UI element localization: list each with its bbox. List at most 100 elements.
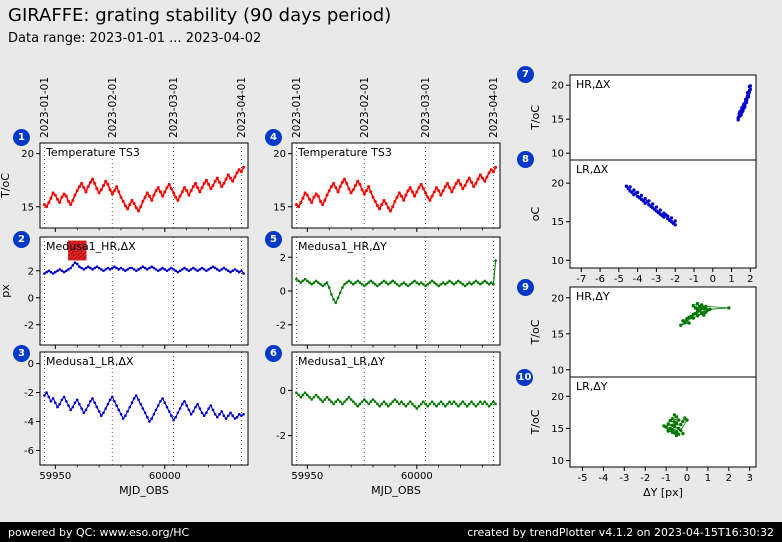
y-tick-label: -2	[24, 320, 34, 331]
x-tick-label: 2	[747, 274, 753, 285]
plot-label: HR,ΔX	[576, 78, 611, 91]
plot-badge-8: 8	[517, 151, 534, 168]
x-tick-label: -5	[614, 274, 624, 285]
y-axis-label: T/oC	[529, 105, 542, 131]
y-tick-label: 15	[273, 202, 286, 213]
plot-badge-6: 6	[265, 345, 282, 362]
plot-label: Temperature TS3	[297, 146, 392, 159]
y-tick-label: 15	[551, 217, 564, 228]
y-tick-label: 15	[551, 115, 564, 126]
date-label: 2023-01-01	[291, 77, 303, 138]
plot-label: LR,ΔY	[576, 380, 608, 393]
date-label: 2023-01-01	[39, 77, 51, 138]
x-tick-label: -1	[661, 473, 671, 484]
y-tick-label: 15	[21, 202, 34, 213]
chart-lr-dy: 0 -2 59950 60000 Medusa1_LR,ΔY MJD_OBS	[276, 351, 501, 497]
date-label: 2023-03-01	[168, 77, 180, 138]
plot-badge-9: 9	[517, 279, 534, 296]
date-range: Data range: 2023-01-01 ... 2023-04-02	[8, 31, 262, 46]
x-tick-label: 3	[747, 473, 753, 484]
x-tick-label: -6	[595, 274, 605, 285]
plot-badge-1: 1	[13, 129, 30, 146]
chart-temp-mid: 2023-01-01 2023-02-01 2023-03-01 2023-04-01…	[273, 77, 501, 232]
x-tick-label: -3	[651, 274, 661, 285]
y-tick-label: -2	[276, 431, 286, 442]
x-tick-label: 1	[705, 473, 711, 484]
x-tick-label: 60000	[149, 471, 181, 482]
chart-sc-hr-dx: 20 15 10 HR,ΔX T/oC	[529, 74, 757, 161]
y-tick-label: 0	[28, 293, 34, 304]
footer-bar: powered by QC: www.eso.org/HC created by…	[0, 522, 782, 542]
page-title: GIRAFFE: grating stability (90 days peri…	[8, 5, 392, 26]
y-tick-label: 10	[551, 149, 564, 160]
x-tick-label: -1	[689, 274, 699, 285]
date-label: 2023-02-01	[107, 77, 119, 138]
plot-label: LR,ΔX	[576, 163, 609, 176]
y-tick-label: 20	[551, 293, 564, 304]
y-tick-label: 15	[551, 424, 564, 435]
x-tick-label: 59950	[39, 471, 71, 482]
y-tick-label: 20	[551, 81, 564, 92]
plot-label: Temperature TS3	[45, 146, 140, 159]
y-tick-label: 20	[273, 149, 286, 160]
x-tick-label: 59950	[291, 471, 323, 482]
y-tick-label: 2	[280, 253, 286, 264]
y-tick-label: 10	[551, 456, 564, 467]
footer-created-by: created by trendPlotter v4.1.2 on 2023-0…	[467, 525, 774, 539]
x-tick-label: 0	[684, 473, 690, 484]
chart-lr-dx: 0 -2 -4 -6 59950 60000 Medusa1_LR,ΔX MJD_OBS	[24, 351, 249, 497]
x-tick-label: 1	[728, 274, 734, 285]
y-tick-label: -4	[24, 417, 34, 428]
plot-label: HR,ΔY	[576, 290, 610, 303]
y-axis-label: T/oC	[529, 409, 542, 435]
x-tick-label: 60000	[401, 471, 433, 482]
plot-badge-2: 2	[13, 231, 30, 248]
chart-sc-hr-dy: 20 15 10 HR,ΔY T/oC	[529, 286, 757, 378]
plot-label: Medusa1_LR,ΔX	[46, 355, 134, 368]
y-tick-label: -6	[24, 446, 34, 457]
y-tick-label: 20	[21, 149, 34, 160]
x-tick-label: -4	[598, 473, 608, 484]
y-tick-label: 2	[28, 266, 34, 277]
chart-hr-dy: 2 0 -2 Medusa1_HR,ΔY	[276, 236, 501, 349]
x-tick-label: -3	[619, 473, 629, 484]
y-axis-label: T/oC	[529, 319, 542, 345]
plot-label: Medusa1_LR,ΔY	[298, 355, 385, 368]
x-tick-label: -2	[640, 473, 650, 484]
date-label: 2023-04-01	[488, 77, 500, 138]
chart-sc-lr-dy: 20 15 10 -5 -4 -3 -2 -1 0 1 2 3 LR,ΔY T/oC ΔY [px]	[529, 376, 757, 499]
x-tick-label: 0	[710, 274, 716, 285]
plot-badge-10: 10	[516, 369, 533, 386]
y-tick-label: -2	[276, 320, 286, 331]
plot-badge-3: 3	[13, 345, 30, 362]
y-tick-label: 20	[551, 392, 564, 403]
plot-badge-4: 4	[265, 129, 282, 146]
y-tick-label: 10	[551, 365, 564, 376]
plot-label: Medusa1_HR,ΔY	[298, 240, 387, 253]
y-tick-label: 20	[551, 179, 564, 190]
date-label: 2023-02-01	[359, 77, 371, 138]
y-tick-label: 10	[551, 256, 564, 267]
x-tick-label: 2	[726, 473, 732, 484]
y-axis-label: px	[0, 284, 12, 298]
y-axis-label: T/oC	[0, 173, 12, 199]
y-tick-label: -2	[24, 388, 34, 399]
y-axis-label: oC	[529, 206, 542, 221]
y-tick-label: 15	[551, 329, 564, 340]
chart-temp-left: 2023-01-01 2023-02-01 2023-03-01 2023-04-01…	[0, 77, 249, 232]
x-tick-label: -4	[633, 274, 643, 285]
plot-badge-5: 5	[265, 231, 282, 248]
x-axis-label: MJD_OBS	[119, 484, 169, 497]
footer-powered-by: powered by QC: www.eso.org/HC	[8, 525, 190, 539]
x-tick-label: -5	[578, 473, 588, 484]
x-tick-label: -2	[670, 274, 680, 285]
y-tick-label: 0	[28, 359, 34, 370]
y-tick-label: 0	[280, 287, 286, 298]
date-label: 2023-03-01	[420, 77, 432, 138]
x-axis-label: MJD_OBS	[371, 484, 421, 497]
plot-label: Medusa1_HR,ΔX	[46, 240, 136, 253]
flag-marker	[76, 240, 87, 261]
